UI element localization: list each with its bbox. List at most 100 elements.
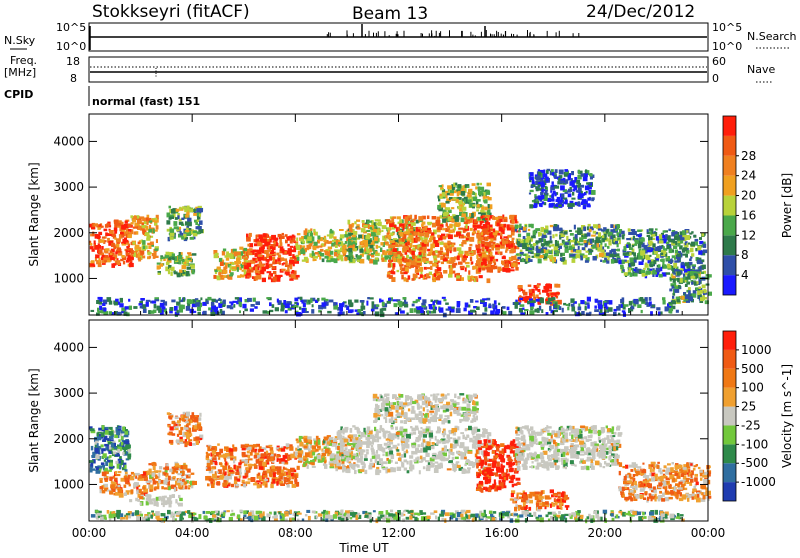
power-cell xyxy=(502,261,505,265)
power-cell xyxy=(419,267,424,272)
power-cell xyxy=(246,237,250,239)
power-cell xyxy=(449,230,454,234)
power-cell xyxy=(568,303,570,307)
power-cell xyxy=(588,190,591,195)
power-cell xyxy=(622,310,626,312)
power-cell xyxy=(589,174,593,177)
power-cell xyxy=(677,243,680,247)
power-cell xyxy=(514,246,516,249)
power-cell xyxy=(587,297,591,302)
power-cell xyxy=(686,230,688,233)
velocity-cell xyxy=(168,486,171,490)
power-cell xyxy=(693,271,696,273)
power-cell xyxy=(673,263,677,268)
velocity-cell xyxy=(207,467,211,470)
power-cell xyxy=(450,190,454,194)
power-cell xyxy=(353,259,356,263)
power-cell xyxy=(603,260,606,263)
power-cell xyxy=(415,269,419,273)
power-cell xyxy=(493,229,495,233)
power-cell xyxy=(604,303,607,308)
power-cell xyxy=(109,230,114,234)
power-cell xyxy=(102,237,105,239)
power-cell xyxy=(371,255,374,258)
power-cell xyxy=(418,227,421,229)
power-cell xyxy=(652,243,655,247)
power-cell xyxy=(564,169,568,172)
power-cell xyxy=(530,172,534,176)
power-cell xyxy=(403,247,408,249)
power-cell xyxy=(413,232,418,235)
power-cell xyxy=(566,304,569,306)
power-cell xyxy=(517,241,520,245)
velocity-cell xyxy=(105,430,109,435)
power-cell xyxy=(511,256,516,260)
velocity-cell xyxy=(155,474,158,479)
power-cell xyxy=(271,244,276,246)
power-cell xyxy=(255,267,258,272)
power-cell xyxy=(422,299,426,303)
power-cell xyxy=(461,236,464,239)
power-cell xyxy=(333,236,336,239)
velocity-cell xyxy=(225,461,227,466)
power-cell xyxy=(483,200,485,203)
power-cell xyxy=(254,250,258,252)
power-cell xyxy=(215,253,219,255)
power-cell xyxy=(702,285,706,289)
velocity-cell xyxy=(274,453,277,456)
power-cell xyxy=(297,233,301,235)
velocity-cell xyxy=(109,436,114,439)
power-cell xyxy=(193,231,198,233)
power-cell xyxy=(400,223,405,226)
power-cell xyxy=(350,257,352,262)
power-cell xyxy=(543,286,546,290)
power-cell xyxy=(539,292,541,294)
power-cell xyxy=(229,274,233,276)
power-cell xyxy=(628,273,631,275)
velocity-cell xyxy=(103,453,107,458)
power-cell xyxy=(468,199,472,202)
power-cell xyxy=(443,254,445,257)
power-cell xyxy=(665,234,668,237)
power-cell xyxy=(394,303,398,307)
power-cell xyxy=(443,258,448,261)
power-cell xyxy=(493,259,496,263)
power-cell xyxy=(691,282,693,285)
power-cell xyxy=(104,308,107,311)
power-cell xyxy=(466,265,470,268)
power-cell xyxy=(593,224,598,228)
power-cell xyxy=(446,224,448,227)
power-cell xyxy=(538,172,541,176)
power-cell xyxy=(488,204,490,208)
velocity-cell xyxy=(185,432,189,435)
power-cell xyxy=(150,220,153,222)
velocity-cell xyxy=(187,469,191,473)
power-cell xyxy=(652,262,654,264)
power-cell xyxy=(668,310,671,313)
power-cell xyxy=(496,259,498,262)
velocity-cell xyxy=(277,469,281,473)
power-cell xyxy=(176,230,180,232)
power-cell xyxy=(361,228,366,232)
power-cell xyxy=(142,240,145,245)
power-cell xyxy=(166,252,170,255)
velocity-cell xyxy=(182,418,185,422)
velocity-cell xyxy=(125,469,128,472)
power-cell xyxy=(136,253,138,257)
velocity-cell xyxy=(248,455,251,458)
velocity-cell xyxy=(183,441,187,443)
power-cell xyxy=(556,292,560,294)
power-cell xyxy=(90,261,93,263)
power-cell xyxy=(462,213,467,217)
power-cell xyxy=(456,199,459,203)
velocity-cell xyxy=(270,484,274,488)
power-cell xyxy=(392,271,396,274)
velocity-cell xyxy=(164,473,167,476)
power-cell xyxy=(538,169,540,171)
power-cell xyxy=(605,243,607,247)
power-cell xyxy=(185,230,189,232)
power-cell xyxy=(443,299,446,301)
power-cell xyxy=(146,302,149,307)
power-cell xyxy=(339,303,344,307)
